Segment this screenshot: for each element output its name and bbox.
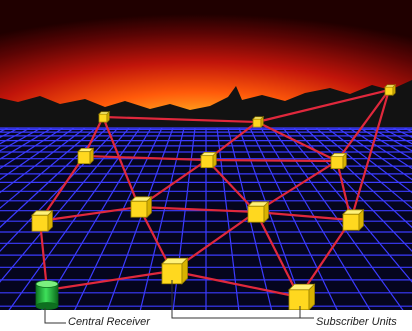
subscriber-unit-icon: [200, 151, 218, 169]
subscriber-units-label: Subscriber Units: [314, 316, 399, 329]
subscriber-unit-icon: [288, 283, 316, 310]
central-receiver-icon: [35, 280, 59, 310]
central-receiver-label: Central Receiver: [66, 316, 152, 329]
subscriber-unit-icon: [384, 83, 397, 97]
subscriber-unit-icon: [130, 195, 153, 219]
subscriber-unit-icon: [77, 147, 95, 165]
subscriber-unit-icon: [342, 208, 365, 232]
callout-lines: [44, 280, 314, 324]
subscriber-unit-icon: [31, 209, 54, 233]
subscriber-unit-icon: [98, 110, 111, 124]
subscriber-unit-icon: [247, 200, 270, 224]
subscriber-unit-icon: [330, 152, 348, 170]
subscriber-unit-icon: [252, 115, 265, 129]
subscriber-unit-icon: [161, 257, 189, 285]
subscriber-units: [31, 83, 397, 310]
